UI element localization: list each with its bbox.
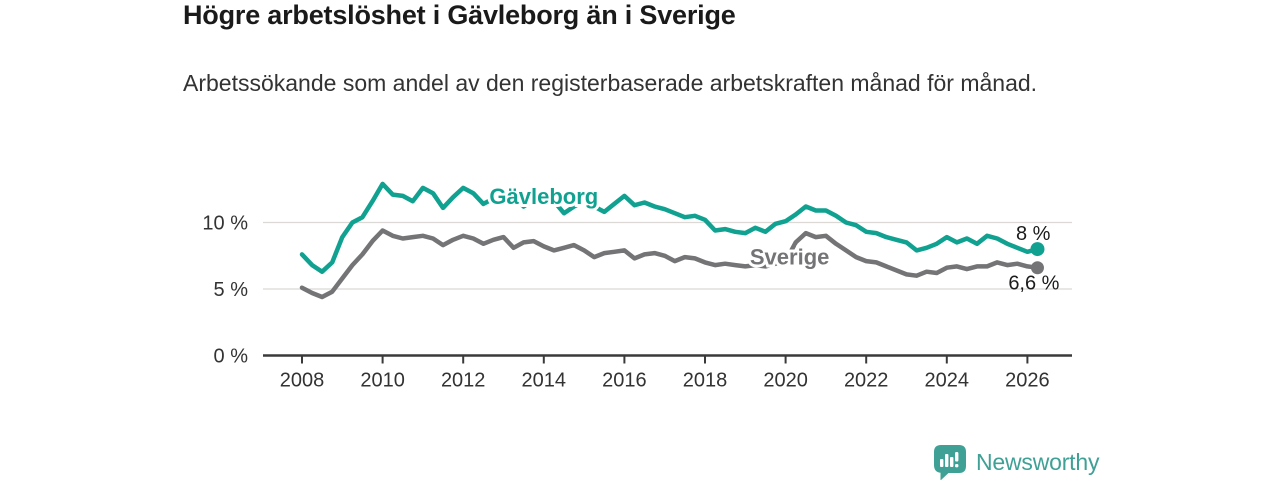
x-tick-label: 2022 [844,370,889,392]
newsworthy-logo: Newsworthy [933,444,1099,480]
series-end-dot-0 [1030,242,1045,257]
chart-subtitle: Arbetssökande som andel av den registerb… [183,70,1038,96]
x-tick-label: 2020 [763,370,808,392]
x-tick-label: 2014 [522,370,567,392]
chart-labels: 0 % 5 % 10 % 2008 2010 2012 2014 2016 2018 2020 20… [202,181,1059,392]
series-line-0 [299,181,1040,274]
x-tick-label: 2016 [602,370,647,392]
x-axis [263,354,1072,364]
series-label-1: Sverige [750,244,830,269]
series-end-value-label-1: 6,6 % [1008,273,1059,295]
x-tick-label: 2024 [925,370,970,392]
chart-title: Högre arbetslöshet i Gävleborg än i Sver… [183,0,736,30]
newsworthy-wordmark: Newsworthy [976,449,1100,475]
series-line-1 [299,228,1040,300]
x-tick-label: 2018 [683,370,728,392]
series-label-0: Gävleborg [489,184,598,209]
y-tick-label: 5 % [214,279,249,301]
newsworthy-bubble-chart-icon [934,445,966,480]
x-tick-label: 2010 [360,370,405,392]
series-end-value-label-0: 8 % [1016,223,1051,245]
x-tick-label: 2012 [441,370,486,392]
gridlines [263,221,1072,290]
series-end-dot-1 [1030,261,1044,275]
y-tick-label: 10 % [202,213,248,235]
series-lines [299,181,1045,300]
x-tick-label: 2008 [280,370,325,392]
y-tick-label: 0 % [214,346,249,368]
x-tick-label: 2026 [1005,370,1050,392]
